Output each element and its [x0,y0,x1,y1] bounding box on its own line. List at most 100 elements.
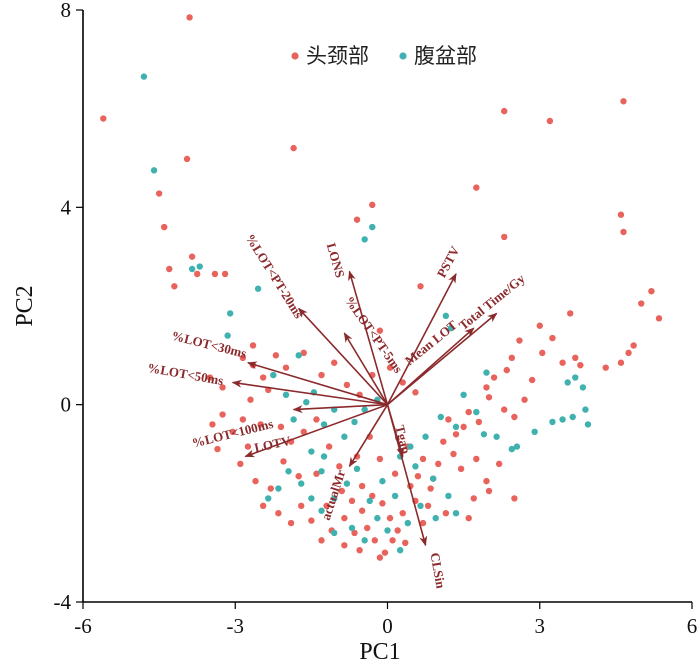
data-point-abdomen-pelvis [391,492,399,500]
data-point-abdomen-pelvis [343,480,351,487]
data-point-abdomen-pelvis [569,413,576,421]
data-point-head-neck [300,349,307,357]
data-point-head-neck [318,371,325,379]
data-point-head-neck [528,376,536,384]
data-point-head-neck [186,14,193,21]
data-point-head-neck [211,270,219,278]
loading-arrow [386,404,428,547]
data-point-abdomen-pelvis [549,418,556,426]
loading-arrow [348,404,389,468]
data-point-abdomen-pelvis [452,510,460,517]
data-point-head-neck [351,529,358,537]
x-tick-label: 6 [687,614,698,638]
data-point-head-neck [625,349,632,357]
loading-label: Total Time/Gy [456,270,528,333]
data-point-head-neck [539,349,546,357]
x-tick-label: -3 [227,614,245,638]
y-tick-label: -4 [54,590,72,614]
loading-label: Tgap [392,424,414,456]
data-point-head-neck [376,455,384,463]
data-point-abdomen-pelvis [369,223,376,231]
data-point-abdomen-pelvis [584,421,592,428]
data-point-head-neck [602,364,609,371]
data-point-abdomen-pelvis [531,428,538,435]
data-point-head-neck [630,342,637,349]
points-layer [100,14,663,561]
data-point-abdomen-pelvis [582,406,589,413]
data-point-head-neck [620,98,627,105]
data-point-head-neck [386,514,394,522]
data-point-abdomen-pelvis [320,421,328,428]
y-tick-label: 0 [61,393,72,417]
data-point-head-neck [247,396,254,403]
data-point-abdomen-pelvis [290,416,297,423]
data-point-head-neck [155,190,163,197]
data-point-head-neck [379,500,386,507]
data-point-head-neck [267,485,274,492]
data-point-head-neck [465,514,472,522]
data-point-abdomen-pelvis [140,73,148,80]
loading-arrow [386,273,457,406]
data-point-head-neck [577,362,584,369]
data-point-abdomen-pelvis [480,431,488,438]
data-point-head-neck [277,423,285,431]
data-point-head-neck [402,539,409,546]
data-point-abdomen-pelvis [508,445,516,453]
data-point-head-neck [399,379,406,386]
data-point-head-neck [272,352,280,359]
y-axis-title: PC2 [12,285,38,326]
loading-label: LONS [324,241,348,279]
data-point-head-neck [549,334,556,342]
data-point-head-neck [257,421,264,428]
data-point-abdomen-pelvis [308,495,315,502]
data-point-abdomen-pelvis [351,418,358,426]
data-point-head-neck [214,445,221,453]
data-point-head-neck [648,288,655,295]
data-point-head-neck [617,211,625,218]
data-point-head-neck [219,384,226,391]
data-point-head-neck [369,201,376,209]
loading-arrow [246,361,388,406]
data-point-head-neck [521,396,528,403]
data-point-head-neck [485,487,493,495]
data-point-head-neck [331,359,338,366]
y-tick-label: 8 [61,0,72,22]
x-tick-label: 3 [535,614,546,638]
data-point-head-neck [100,115,107,122]
data-point-abdomen-pelvis [412,463,419,470]
data-point-head-neck [369,492,376,500]
data-point-abdomen-pelvis [493,433,500,440]
data-point-head-neck [536,322,543,329]
data-point-abdomen-pelvis [513,443,521,450]
x-axis-title: PC1 [359,639,400,665]
data-point-abdomen-pelvis [417,502,424,509]
data-point-head-neck [193,270,201,278]
data-point-head-neck [161,223,168,231]
data-point-head-neck [473,184,480,191]
data-point-abdomen-pelvis [285,468,292,475]
data-point-head-neck [280,458,287,465]
data-point-head-neck [414,473,422,480]
loading-label: %LOT<30ms [170,328,248,361]
data-point-head-neck [617,359,625,366]
data-point-head-neck [503,366,510,374]
data-point-abdomen-pelvis [150,167,158,174]
data-point-head-neck [620,228,627,236]
data-point-head-neck [450,450,457,458]
data-point-head-neck [295,473,302,480]
data-point-head-neck [470,495,477,502]
loading-arrow [298,307,389,406]
data-point-head-neck [300,428,307,435]
data-point-head-neck [381,549,389,556]
data-point-head-neck [252,477,259,485]
data-point-head-neck [259,502,267,509]
data-point-head-neck [508,354,516,361]
data-point-head-neck [483,477,490,485]
legend-marker-abdomen-pelvis [399,52,407,60]
data-point-head-neck [399,510,406,517]
loading-label: CLSin [427,551,448,590]
data-point-head-neck [638,300,645,307]
data-point-head-neck [183,155,191,163]
data-point-head-neck [313,470,320,477]
data-point-abdomen-pelvis [318,507,325,514]
